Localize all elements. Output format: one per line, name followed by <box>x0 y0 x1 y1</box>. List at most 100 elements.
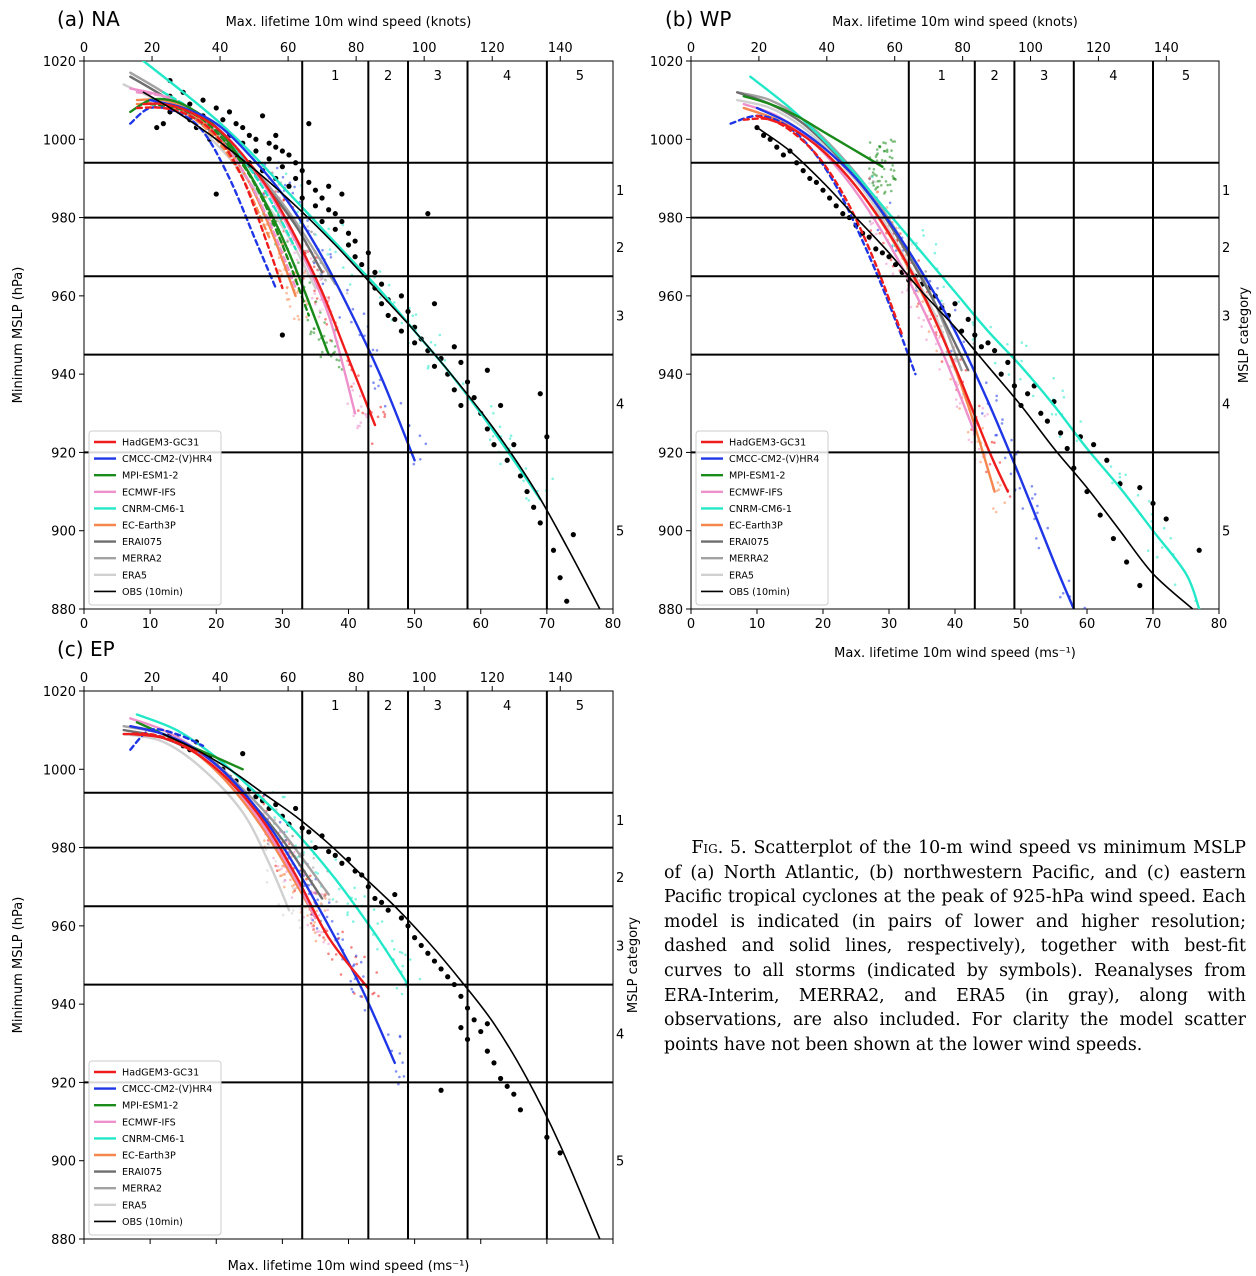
model-point <box>433 343 437 347</box>
model-point <box>350 385 353 388</box>
model-point <box>287 297 291 301</box>
model-point <box>329 255 333 259</box>
model-point <box>398 1075 401 1079</box>
obs-point <box>458 1025 464 1031</box>
y-axis-title: Minimum MSLP (hPa) <box>11 897 26 1034</box>
model-point <box>363 412 367 416</box>
obs-point <box>213 105 219 111</box>
model-point <box>328 248 332 251</box>
y-tick-label: 980 <box>51 842 76 857</box>
model-point <box>869 222 873 226</box>
model-point <box>288 305 292 308</box>
model-point <box>954 398 958 401</box>
legend-label: CMCC-CM2-(V)HR4 <box>729 454 819 465</box>
legend-label: ERA5 <box>122 1200 147 1211</box>
model-point <box>954 360 958 363</box>
model-point <box>315 909 319 913</box>
model-point <box>273 816 276 819</box>
model-point <box>297 318 301 321</box>
model-point <box>1084 612 1087 615</box>
model-point <box>277 269 281 272</box>
model-point <box>934 331 938 334</box>
model-point <box>324 279 328 283</box>
obs-point <box>412 935 418 941</box>
model-point <box>880 175 884 179</box>
model-point <box>489 405 493 408</box>
model-point <box>304 299 307 303</box>
obs-point <box>220 117 226 123</box>
model-point <box>353 886 356 890</box>
model-point <box>921 229 925 232</box>
model-point <box>883 149 887 153</box>
model-point <box>1037 546 1041 550</box>
obs-point <box>233 121 239 127</box>
obs-point <box>306 829 312 835</box>
obs-point <box>398 915 404 921</box>
model-point <box>291 191 295 195</box>
model-point <box>363 1009 367 1012</box>
obs-point <box>484 426 490 432</box>
model-point <box>508 437 512 440</box>
obs-point <box>266 156 272 162</box>
legend-label: CMCC-CM2-(V)HR4 <box>122 454 212 465</box>
model-point <box>1109 465 1113 468</box>
model-point <box>917 259 920 262</box>
y-tick-label: 900 <box>51 1155 76 1170</box>
model-point <box>985 381 988 385</box>
legend-label: ERAI075 <box>729 537 769 548</box>
model-point <box>313 232 316 236</box>
model-point <box>378 270 382 273</box>
model-point <box>890 149 893 152</box>
obs-point <box>326 207 332 213</box>
model-point <box>268 218 272 222</box>
model-point <box>297 261 300 264</box>
model-point <box>312 923 315 927</box>
model-point <box>297 919 301 922</box>
obs-point <box>484 1021 490 1027</box>
model-point <box>876 152 879 155</box>
x-tick-label: 70 <box>539 617 556 632</box>
model-point <box>354 897 358 901</box>
wind-category-label: 2 <box>384 699 392 714</box>
model-point <box>958 402 962 405</box>
model-point <box>306 318 310 322</box>
legend-label: MPI-ESM1-2 <box>729 471 785 482</box>
model-point <box>871 171 875 174</box>
obs-point <box>458 359 464 365</box>
obs-point <box>537 520 543 526</box>
obs-point <box>154 124 160 131</box>
model-point <box>1062 396 1066 399</box>
model-point <box>324 318 327 321</box>
model-point <box>375 349 379 352</box>
fit-curve <box>129 106 277 290</box>
obs-point <box>873 246 879 252</box>
obs-point <box>345 242 352 248</box>
model-point <box>933 251 937 255</box>
model-point <box>284 838 288 842</box>
obs-point <box>425 211 431 217</box>
model-point <box>311 866 315 869</box>
legend-label: ERAI075 <box>122 1167 162 1178</box>
model-point <box>291 890 295 894</box>
fit-curve <box>142 102 377 427</box>
model-point <box>294 887 297 890</box>
model-point <box>1162 526 1166 530</box>
x-axis-title: Max. lifetime 10m wind speed (ms⁻¹) <box>834 646 1076 661</box>
model-point <box>995 433 998 437</box>
model-point <box>309 874 312 878</box>
fit-curve <box>129 732 370 990</box>
obs-point <box>339 191 345 197</box>
obs-point <box>273 144 279 150</box>
model-point <box>330 339 334 343</box>
model-point <box>940 299 943 303</box>
obs-point <box>879 250 886 256</box>
model-point <box>341 930 344 934</box>
obs-point <box>451 387 457 393</box>
obs-point <box>511 442 517 448</box>
obs-point <box>1091 442 1097 448</box>
obs-point <box>326 183 332 189</box>
y-tick-label: 960 <box>51 920 76 935</box>
model-point <box>305 315 308 319</box>
model-point <box>283 885 286 889</box>
model-point <box>888 183 892 187</box>
